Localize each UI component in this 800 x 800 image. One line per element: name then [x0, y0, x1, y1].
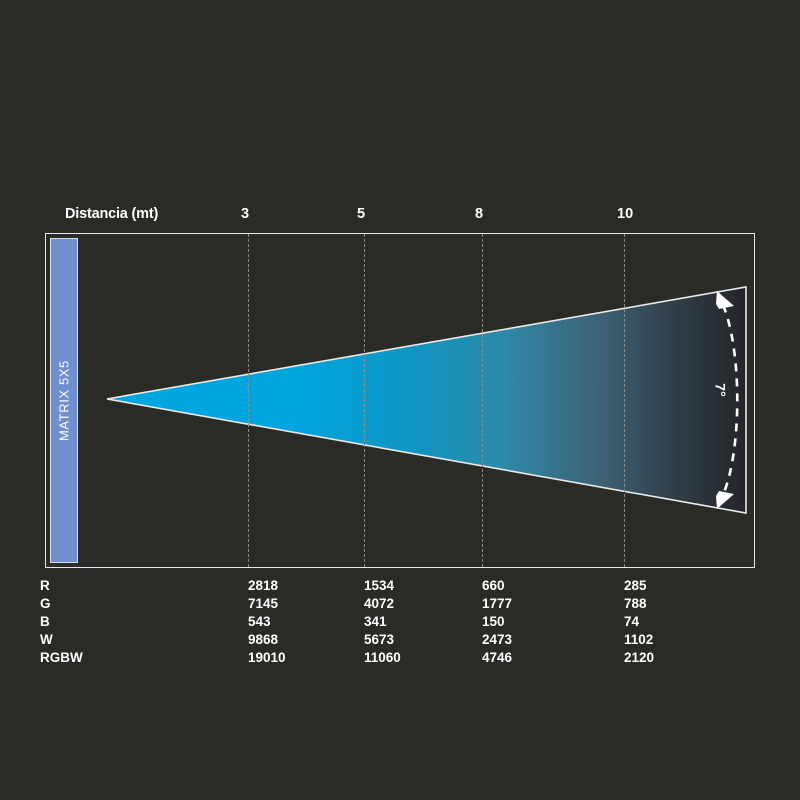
row-label-w: W [40, 632, 53, 647]
cell-g-5mt: 4072 [364, 596, 395, 611]
table-row: W 9868 5673 2473 1102 [40, 632, 740, 650]
gridline-5 [364, 234, 365, 567]
distance-axis-title: Distancia (mt) [65, 206, 159, 222]
gridline-3 [248, 234, 249, 567]
cell-rgbw-5mt: 11060 [364, 650, 401, 665]
cell-w-3mt: 9868 [248, 632, 279, 647]
plot-frame-border [45, 233, 755, 568]
cell-w-10mt: 1102 [624, 632, 654, 647]
gridline-8 [482, 234, 483, 567]
row-label-rgbw: RGBW [40, 650, 83, 665]
cell-b-10mt: 74 [624, 614, 640, 629]
table-row: R 2818 1534 660 285 [40, 578, 740, 596]
cell-r-10mt: 285 [624, 578, 647, 593]
cell-w-8mt: 2473 [482, 632, 513, 647]
cell-rgbw-10mt: 2120 [624, 650, 655, 665]
cell-rgbw-3mt: 19010 [248, 650, 286, 665]
row-label-r: R [40, 578, 50, 593]
beam-angle-label: 7° [712, 383, 729, 397]
cell-w-5mt: 5673 [364, 632, 395, 647]
cell-r-8mt: 660 [482, 578, 505, 593]
distance-tick-3: 3 [241, 206, 250, 222]
cell-r-3mt: 2818 [248, 578, 279, 593]
table-row: B 543 341 150 74 [40, 614, 740, 632]
distance-tick-10: 10 [617, 206, 634, 222]
row-label-b: B [40, 614, 50, 629]
table-row: RGBW 19010 11060 4746 2120 [40, 650, 740, 668]
cell-g-10mt: 788 [624, 596, 647, 611]
cell-g-8mt: 1777 [482, 596, 513, 611]
table-row: G 7145 4072 1777 788 [40, 596, 740, 614]
cell-rgbw-8mt: 4746 [482, 650, 513, 665]
photometric-data-table: R 2818 1534 660 285 G 7145 4072 1777 788 B 543 341 15… [40, 578, 740, 668]
cell-b-3mt: 543 [248, 614, 271, 629]
cell-r-5mt: 1534 [364, 578, 395, 593]
gridline-10 [624, 234, 625, 567]
distance-tick-5: 5 [357, 206, 366, 222]
fixture-sidebar [50, 238, 78, 563]
cell-b-8mt: 150 [482, 614, 505, 629]
cell-g-3mt: 7145 [248, 596, 279, 611]
cell-b-5mt: 341 [364, 614, 387, 629]
row-label-g: G [40, 596, 51, 611]
distance-tick-8: 8 [475, 206, 484, 222]
